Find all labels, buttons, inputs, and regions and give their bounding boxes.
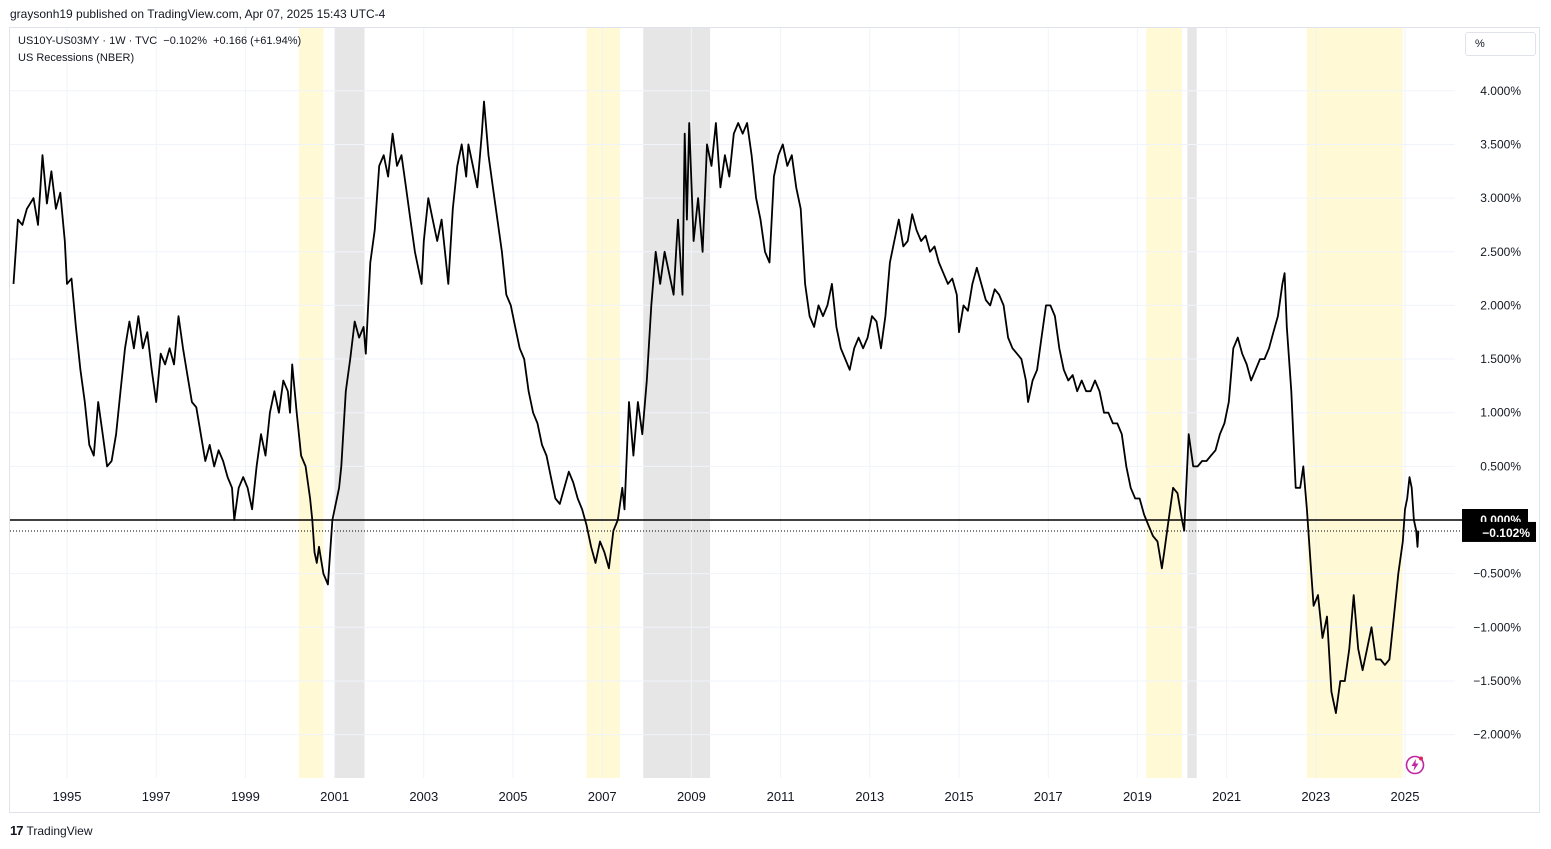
tradingview-logo-icon: 17	[10, 823, 24, 838]
scale-unit-button[interactable]: %	[1465, 32, 1536, 56]
last-price-tag	[1462, 521, 1536, 542]
x-tick-label: 1995	[53, 789, 82, 804]
x-tick-label: 2001	[320, 789, 349, 804]
y-tick-label: −1.500%	[1473, 674, 1521, 688]
grid-lines	[10, 28, 1455, 778]
inversion-band	[1306, 28, 1403, 778]
x-tick-label: 2005	[499, 789, 528, 804]
last-price-label: −0.102%	[1482, 526, 1530, 540]
x-tick-label: 2003	[409, 789, 438, 804]
inversion-band	[586, 28, 621, 778]
inversion-bands	[298, 28, 1403, 778]
y-tick-label: −2.000%	[1473, 728, 1521, 742]
y-tick-label: 4.000%	[1480, 84, 1521, 98]
chart-frame	[9, 27, 1540, 813]
y-tick-label: 3.000%	[1480, 191, 1521, 205]
x-tick-label: 2019	[1123, 789, 1152, 804]
x-tick-label: 2023	[1301, 789, 1330, 804]
y-tick-label: 1.000%	[1480, 406, 1521, 420]
recession-band	[643, 28, 711, 778]
series-line	[12, 100, 1420, 714]
x-tick-label: 2009	[677, 789, 706, 804]
x-axis: 1995 1997 1999 2001 2003 2005 2007 2009 2011 2013…	[53, 789, 1420, 804]
y-tick-label: −1.000%	[1473, 620, 1521, 634]
y-axis: 4.000% 3.500% 3.000% 2.500% 2.000% 1.500% 1.00…	[1473, 84, 1521, 742]
recession-band	[1187, 28, 1197, 778]
inversion-band	[298, 28, 324, 778]
y-tick-label: −0.500%	[1473, 567, 1521, 581]
y-tick-label: 1.500%	[1480, 352, 1521, 366]
x-tick-label: 2017	[1034, 789, 1063, 804]
price-labels: 0.000%−0.102%	[1462, 509, 1536, 542]
x-tick-label: 2021	[1212, 789, 1241, 804]
x-tick-label: 2013	[855, 789, 884, 804]
x-tick-label: 1997	[142, 789, 171, 804]
footer-brand[interactable]: 17 TradingView	[10, 823, 93, 838]
series-legend[interactable]: US10Y-US03MY · 1W · TVC −0.102% +0.166 (…	[18, 35, 302, 47]
y-tick-label: 0.500%	[1480, 459, 1521, 473]
y-tick-label: 2.000%	[1480, 298, 1521, 312]
recession-bands	[334, 28, 1197, 778]
brand-name: TradingView	[26, 823, 93, 838]
zero-line-group	[10, 519, 1462, 532]
x-tick-label: 1999	[231, 789, 260, 804]
lightning-icon[interactable]	[1405, 755, 1425, 775]
series-line-group	[12, 100, 1420, 714]
recession-band	[334, 28, 365, 778]
y-tick-label: 2.500%	[1480, 245, 1521, 259]
inversion-band	[1146, 28, 1182, 778]
x-tick-label: 2011	[767, 789, 795, 804]
publisher-line: graysonh19 published on TradingView.com,…	[10, 7, 386, 21]
recession-legend[interactable]: US Recessions (NBER)	[18, 52, 135, 64]
x-tick-label: 2025	[1391, 789, 1420, 804]
x-tick-label: 2015	[945, 789, 974, 804]
y-tick-label: 3.500%	[1480, 137, 1521, 151]
x-tick-label: 2007	[588, 789, 617, 804]
